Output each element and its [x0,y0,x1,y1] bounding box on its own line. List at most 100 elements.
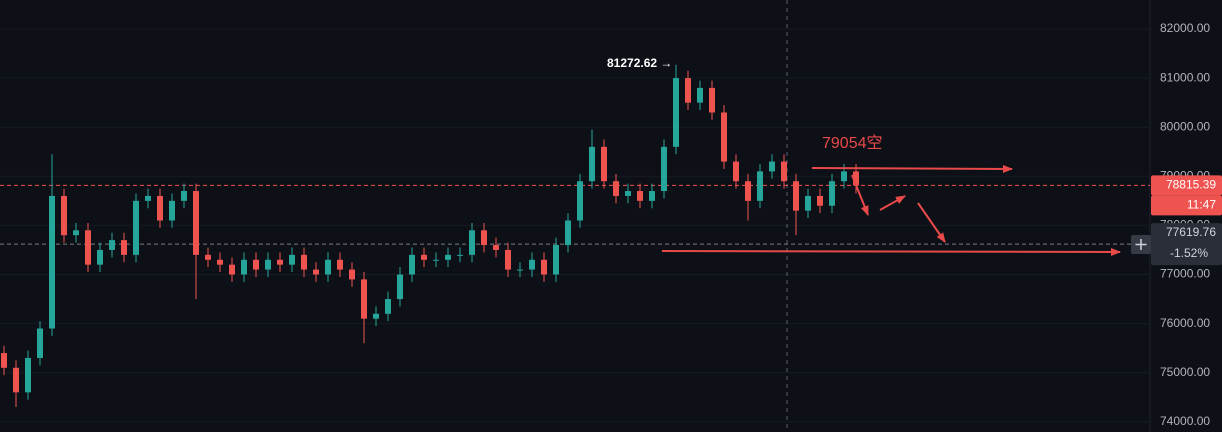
candle-body [229,264,235,275]
ref-price-tag [1151,223,1222,266]
candle-body [853,171,859,186]
candle-body [661,146,667,192]
candle-body [361,279,367,319]
candle-body [817,195,823,206]
candle-body [241,259,247,275]
candle-body [613,181,619,196]
candle-body [325,259,331,275]
candle-body [829,181,835,206]
candle-body [133,200,139,255]
candle-body [109,240,115,250]
candle-body [781,161,787,182]
candle-body [265,259,271,270]
candle-body [145,195,151,201]
candle-body [445,254,451,260]
candle-body [481,230,487,246]
candle-body [73,230,79,236]
candle-body [769,161,775,172]
candle-body [397,274,403,300]
candle-body [349,269,355,280]
add-button[interactable] [1131,235,1151,254]
plot [0,64,1150,408]
candle-body [13,367,19,393]
candle-body [469,230,475,255]
candle-body [433,259,439,261]
candle-body [25,357,31,393]
candle-body [301,254,307,270]
candle-body [157,195,163,221]
y-tick-label: 76000.00 [1160,316,1210,330]
candle-body [649,191,655,201]
candle-body [673,78,679,147]
candle-body [637,191,643,201]
price-axis: 74000.0075000.0076000.0077000.0078000.00… [1151,21,1222,428]
arrow [661,247,1121,256]
candle-body [217,259,223,265]
candle-body [253,259,259,270]
arrow [811,164,1013,173]
candle-body [193,191,199,255]
candle-body [313,269,319,275]
last-price-label: 78815.39 [1166,178,1216,192]
y-tick-label: 81000.00 [1160,70,1210,84]
candle-body [337,259,343,270]
drawings [661,164,1121,256]
candle-body [565,220,571,246]
candle-body [121,240,127,255]
candle-body [553,245,559,275]
candle-body [409,254,415,275]
candle-body [529,259,535,270]
candle-body [421,254,427,260]
y-tick-label: 75000.00 [1160,365,1210,379]
candle-body [541,259,547,275]
countdown-label: 11:47 [1187,198,1216,212]
candle-body [49,195,55,329]
candle-body [277,259,283,265]
candle-body [181,191,187,201]
candle-body [577,181,583,221]
candle-body [169,200,175,221]
candle-body [805,195,811,211]
candle-body [505,249,511,270]
change-label: -1.52% [1170,246,1208,260]
y-tick-label: 74000.00 [1160,414,1210,428]
candle-body [721,112,727,162]
candle-body [601,146,607,182]
candle-body [733,161,739,182]
candle-body [457,254,463,256]
candle-body [745,181,751,201]
annotation: 79054空 [822,134,883,152]
high-label: 81272.62 → [607,56,672,70]
candle-body [205,254,211,260]
candle-body [697,87,703,103]
y-tick-label: 80000.00 [1160,119,1210,133]
candle-body [289,254,295,265]
y-tick-label: 77000.00 [1160,267,1210,281]
candle-body [589,146,595,182]
plus-icon[interactable] [1135,239,1147,250]
candle-body [385,299,391,314]
candle-body [1,353,7,368]
candle-body [685,78,691,103]
y-tick-label: 82000.00 [1160,21,1210,35]
candle-body [625,191,631,196]
candle-body [97,249,103,265]
candle-body [757,171,763,201]
candle-body [373,313,379,319]
arrow [917,202,946,243]
arrow [879,195,906,211]
candle-body [85,230,91,265]
candle-body [841,171,847,182]
arrow [851,174,869,216]
countdown-tag [1151,195,1222,216]
candle-body [37,328,43,358]
candle-body [61,195,67,236]
last-price-tag [1151,175,1222,196]
candle-body [493,245,499,250]
candle-body [793,181,799,211]
candle-body [517,269,523,271]
grid [0,28,1150,423]
